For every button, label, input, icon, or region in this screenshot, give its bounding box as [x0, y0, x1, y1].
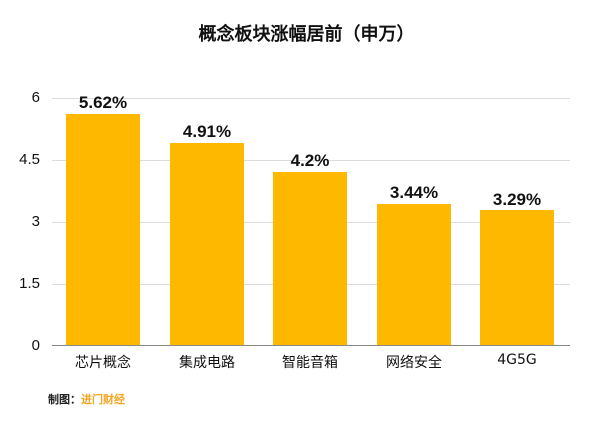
bar-4g5g: [480, 210, 554, 346]
y-tick-6: 6: [31, 89, 40, 106]
value-label-network-security: 3.44%: [389, 183, 439, 202]
value-label-chip-concept: 5.62%: [78, 93, 128, 112]
plot-area: [52, 98, 570, 346]
credit-label: 制图：: [48, 393, 81, 406]
y-tick-1-5: 1.5: [19, 275, 40, 292]
y-tick-3: 3: [31, 213, 40, 230]
gridline-6: [52, 98, 570, 99]
x-label-smart-speaker: 智能音箱: [282, 355, 338, 371]
chart-credit: 制图：进门财经: [48, 391, 125, 407]
bar-smart-speaker: [273, 172, 347, 346]
value-label-4g5g: 3.29%: [492, 190, 542, 209]
y-tick-4-5: 4.5: [19, 151, 40, 168]
x-label-4g5g: 4G5G: [497, 352, 537, 368]
bar-network-security: [377, 204, 451, 346]
x-label-network-security: 网络安全: [386, 355, 442, 371]
chart-title: 概念板块涨幅居前（申万）: [198, 24, 415, 45]
bar-chip-concept: [66, 114, 140, 346]
x-label-chip-concept: 芯片概念: [75, 355, 131, 371]
y-tick-0: 0: [31, 337, 40, 354]
x-axis-baseline: [52, 345, 570, 346]
value-label-smart-speaker: 4.2%: [290, 151, 330, 170]
value-label-integrated-circuit: 4.91%: [182, 122, 232, 141]
gridline-4-5: [52, 160, 570, 161]
credit-source: 进门财经: [81, 393, 125, 406]
x-label-integrated-circuit: 集成电路: [179, 355, 235, 371]
bar-integrated-circuit: [170, 143, 244, 346]
